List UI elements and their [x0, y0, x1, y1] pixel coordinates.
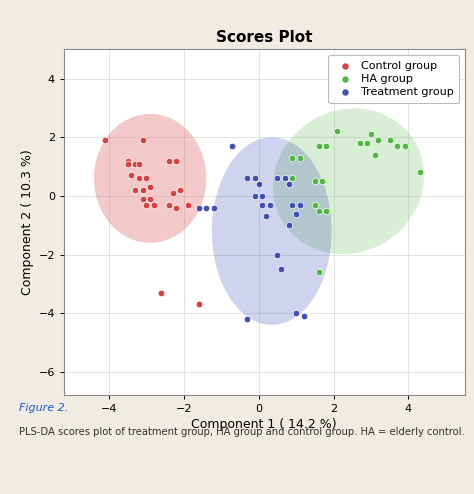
- Control group: [165, 201, 173, 208]
- Treatment group: [259, 201, 266, 208]
- HA group: [416, 168, 423, 176]
- HA group: [393, 142, 401, 150]
- HA group: [356, 139, 364, 147]
- HA group: [319, 177, 326, 185]
- Control group: [169, 189, 176, 197]
- Control group: [124, 157, 131, 165]
- Treatment group: [292, 209, 300, 217]
- Treatment group: [285, 221, 292, 229]
- Control group: [139, 195, 146, 203]
- HA group: [401, 142, 409, 150]
- HA group: [311, 177, 319, 185]
- Control group: [143, 201, 150, 208]
- Treatment group: [285, 180, 292, 188]
- Control group: [165, 157, 173, 165]
- Treatment group: [277, 265, 285, 273]
- X-axis label: Component 1 ( 14.2 %): Component 1 ( 14.2 %): [191, 418, 337, 431]
- Control group: [173, 157, 180, 165]
- Control group: [131, 160, 139, 167]
- Control group: [135, 160, 143, 167]
- Control group: [139, 186, 146, 194]
- HA group: [289, 174, 296, 182]
- Treatment group: [273, 250, 281, 258]
- Treatment group: [255, 180, 263, 188]
- Control group: [173, 204, 180, 211]
- Treatment group: [292, 309, 300, 317]
- Ellipse shape: [273, 108, 424, 254]
- HA group: [322, 142, 330, 150]
- Y-axis label: Component 2 ( 10.3 %): Component 2 ( 10.3 %): [21, 149, 34, 295]
- HA group: [289, 154, 296, 162]
- HA group: [367, 130, 375, 138]
- Ellipse shape: [212, 137, 332, 325]
- HA group: [364, 139, 371, 147]
- Treatment group: [289, 201, 296, 208]
- Control group: [139, 136, 146, 144]
- Treatment group: [251, 192, 259, 200]
- Treatment group: [300, 312, 307, 320]
- Control group: [176, 186, 184, 194]
- Treatment group: [281, 174, 289, 182]
- HA group: [296, 154, 304, 162]
- HA group: [333, 127, 341, 135]
- HA group: [315, 268, 322, 276]
- Treatment group: [210, 204, 218, 211]
- Control group: [128, 171, 135, 179]
- Title: Scores Plot: Scores Plot: [216, 31, 312, 45]
- HA group: [386, 136, 393, 144]
- Control group: [101, 136, 109, 144]
- Text: PLS-DA scores plot of treatment group, HA group and control group. HA = elderly : PLS-DA scores plot of treatment group, H…: [19, 427, 465, 437]
- Treatment group: [259, 192, 266, 200]
- Control group: [124, 160, 131, 167]
- Treatment group: [195, 204, 202, 211]
- Treatment group: [244, 174, 251, 182]
- HA group: [315, 206, 322, 214]
- Control group: [184, 201, 191, 208]
- Control group: [195, 300, 202, 308]
- Control group: [131, 186, 139, 194]
- Control group: [135, 174, 143, 182]
- Treatment group: [228, 142, 236, 150]
- Control group: [146, 195, 154, 203]
- Control group: [146, 183, 154, 191]
- HA group: [322, 206, 330, 214]
- Treatment group: [202, 204, 210, 211]
- Treatment group: [244, 315, 251, 323]
- Treatment group: [273, 174, 281, 182]
- HA group: [374, 136, 382, 144]
- Control group: [150, 201, 158, 208]
- HA group: [315, 142, 322, 150]
- Ellipse shape: [94, 114, 206, 243]
- Legend: Control group, HA group, Treatment group: Control group, HA group, Treatment group: [328, 55, 459, 103]
- Treatment group: [262, 212, 270, 220]
- Text: Figure 2.: Figure 2.: [19, 403, 68, 412]
- HA group: [311, 201, 319, 208]
- Treatment group: [296, 201, 304, 208]
- HA group: [371, 151, 378, 159]
- Treatment group: [251, 174, 259, 182]
- Control group: [157, 288, 165, 296]
- Treatment group: [266, 201, 273, 208]
- Control group: [143, 174, 150, 182]
